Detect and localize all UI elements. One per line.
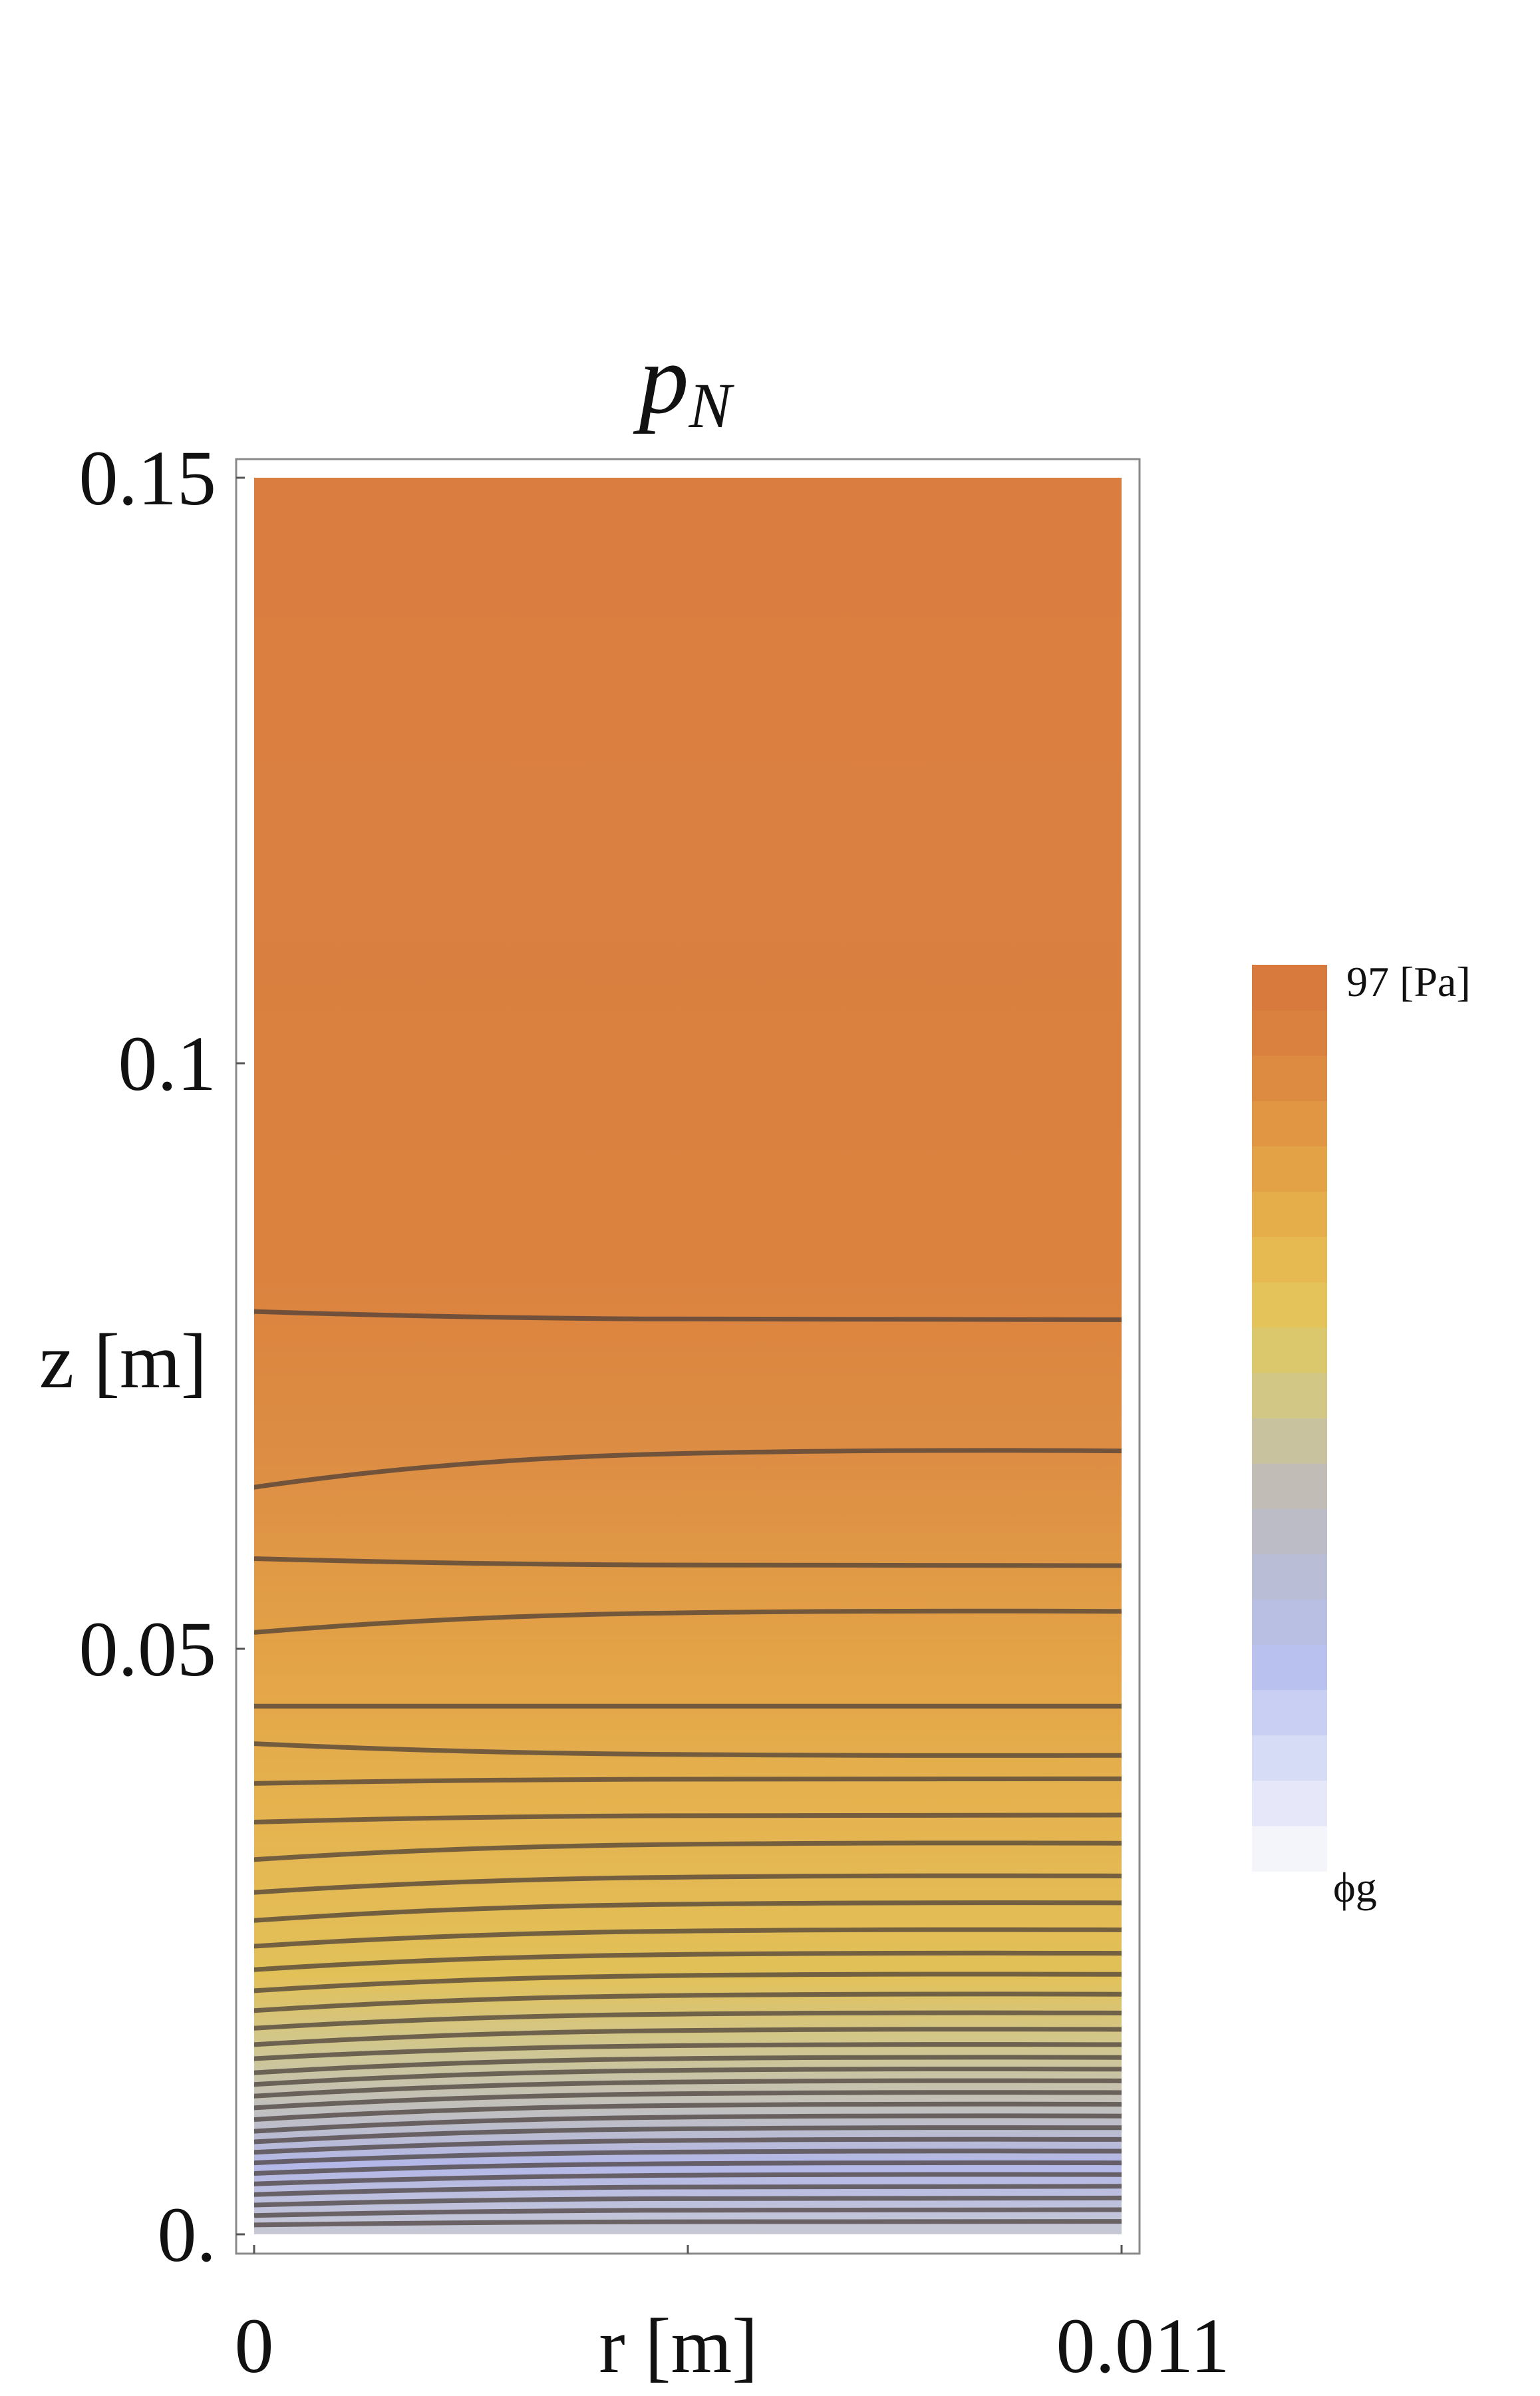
colorbar-swatch	[1252, 1463, 1327, 1509]
contour-line	[254, 1991, 1122, 2013]
contour-line	[254, 1556, 1122, 1568]
colorbar-swatch	[1252, 1825, 1327, 1872]
colorbar-swatch	[1252, 1327, 1327, 1373]
contour-line	[254, 1950, 1122, 1972]
colorbar-swatch	[1252, 1599, 1327, 1645]
contour-line	[254, 1741, 1122, 1758]
contour-line	[254, 2219, 1122, 2228]
colorbar-swatch	[1252, 1735, 1327, 1781]
contour-line	[254, 2027, 1122, 2047]
colorbar-swatch	[1252, 1191, 1327, 1238]
y-axis-title: z [m]	[39, 1317, 207, 1405]
contour-line	[254, 2148, 1122, 2166]
pressure-field	[254, 478, 1122, 2234]
x-axis: 0 0.011 r [m]	[235, 2245, 1230, 2389]
colorbar-min-label: ϕg	[1333, 1864, 1377, 1911]
colorbar-swatch	[1252, 1554, 1327, 1600]
colorbar-swatch	[1252, 1644, 1327, 1691]
y-tick-label: 0.15	[79, 434, 217, 522]
y-tick-label: 0.05	[79, 1606, 217, 1693]
contour-line	[254, 2160, 1122, 2176]
colorbar-swatch	[1252, 1282, 1327, 1328]
contour-line	[254, 2101, 1122, 2122]
colorbar-swatch	[1252, 965, 1327, 1011]
contour-line	[254, 1309, 1122, 1323]
colorbar	[1252, 965, 1327, 1872]
colorbar-swatch	[1252, 1418, 1327, 1464]
x-tick-label-max: 0.011	[1056, 2302, 1229, 2389]
colorbar-swatch	[1252, 1236, 1327, 1283]
colorbar-swatch	[1252, 1689, 1327, 1736]
x-axis-title: r [m]	[599, 2302, 758, 2389]
x-tick-label-min: 0	[235, 2302, 274, 2389]
contour-line	[254, 2125, 1122, 2144]
y-tick-label: 0.	[158, 2191, 217, 2278]
contour-line	[254, 1927, 1122, 1949]
contour-line	[254, 1900, 1122, 1923]
chart-title-subscript: N	[688, 370, 734, 441]
contour-line	[254, 2113, 1122, 2134]
colorbar-swatch	[1252, 1010, 1327, 1056]
colorbar-swatch	[1252, 1372, 1327, 1419]
contour-line	[254, 1608, 1122, 1635]
contour-line	[254, 2137, 1122, 2155]
contour-line	[254, 2207, 1122, 2218]
chart-title-symbol: p	[633, 324, 689, 434]
contour-line	[254, 1840, 1122, 1862]
colorbar-swatch	[1252, 1101, 1327, 1146]
contour-line	[254, 2042, 1122, 2061]
colorbar-swatch	[1252, 1146, 1327, 1192]
contour-line	[254, 2078, 1122, 2099]
contour-line	[254, 1873, 1122, 1895]
colorbar-max-label: 97 [Pa]	[1346, 958, 1471, 1005]
contour-line	[254, 1812, 1122, 1824]
contour-line	[254, 2010, 1122, 2031]
contour-line	[254, 2172, 1122, 2186]
contour-line	[254, 2066, 1122, 2087]
contour-line	[254, 2184, 1122, 2197]
contour-line	[254, 2055, 1122, 2075]
y-axis: z [m] 0. 0.05 0.1 0.15	[39, 434, 245, 2278]
contour-line	[254, 1448, 1122, 1490]
chart-title: pN	[633, 324, 734, 441]
contour-line	[254, 2195, 1122, 2208]
colorbar-swatch	[1252, 1508, 1327, 1554]
contour-line	[254, 1971, 1122, 1993]
y-tick-label: 0.1	[118, 1020, 217, 1107]
contour-line	[254, 2090, 1122, 2111]
contour-lines	[254, 1309, 1122, 2228]
contour-line	[254, 1776, 1122, 1786]
colorbar-swatch	[1252, 1055, 1327, 1101]
colorbar-swatch	[1252, 1780, 1327, 1826]
